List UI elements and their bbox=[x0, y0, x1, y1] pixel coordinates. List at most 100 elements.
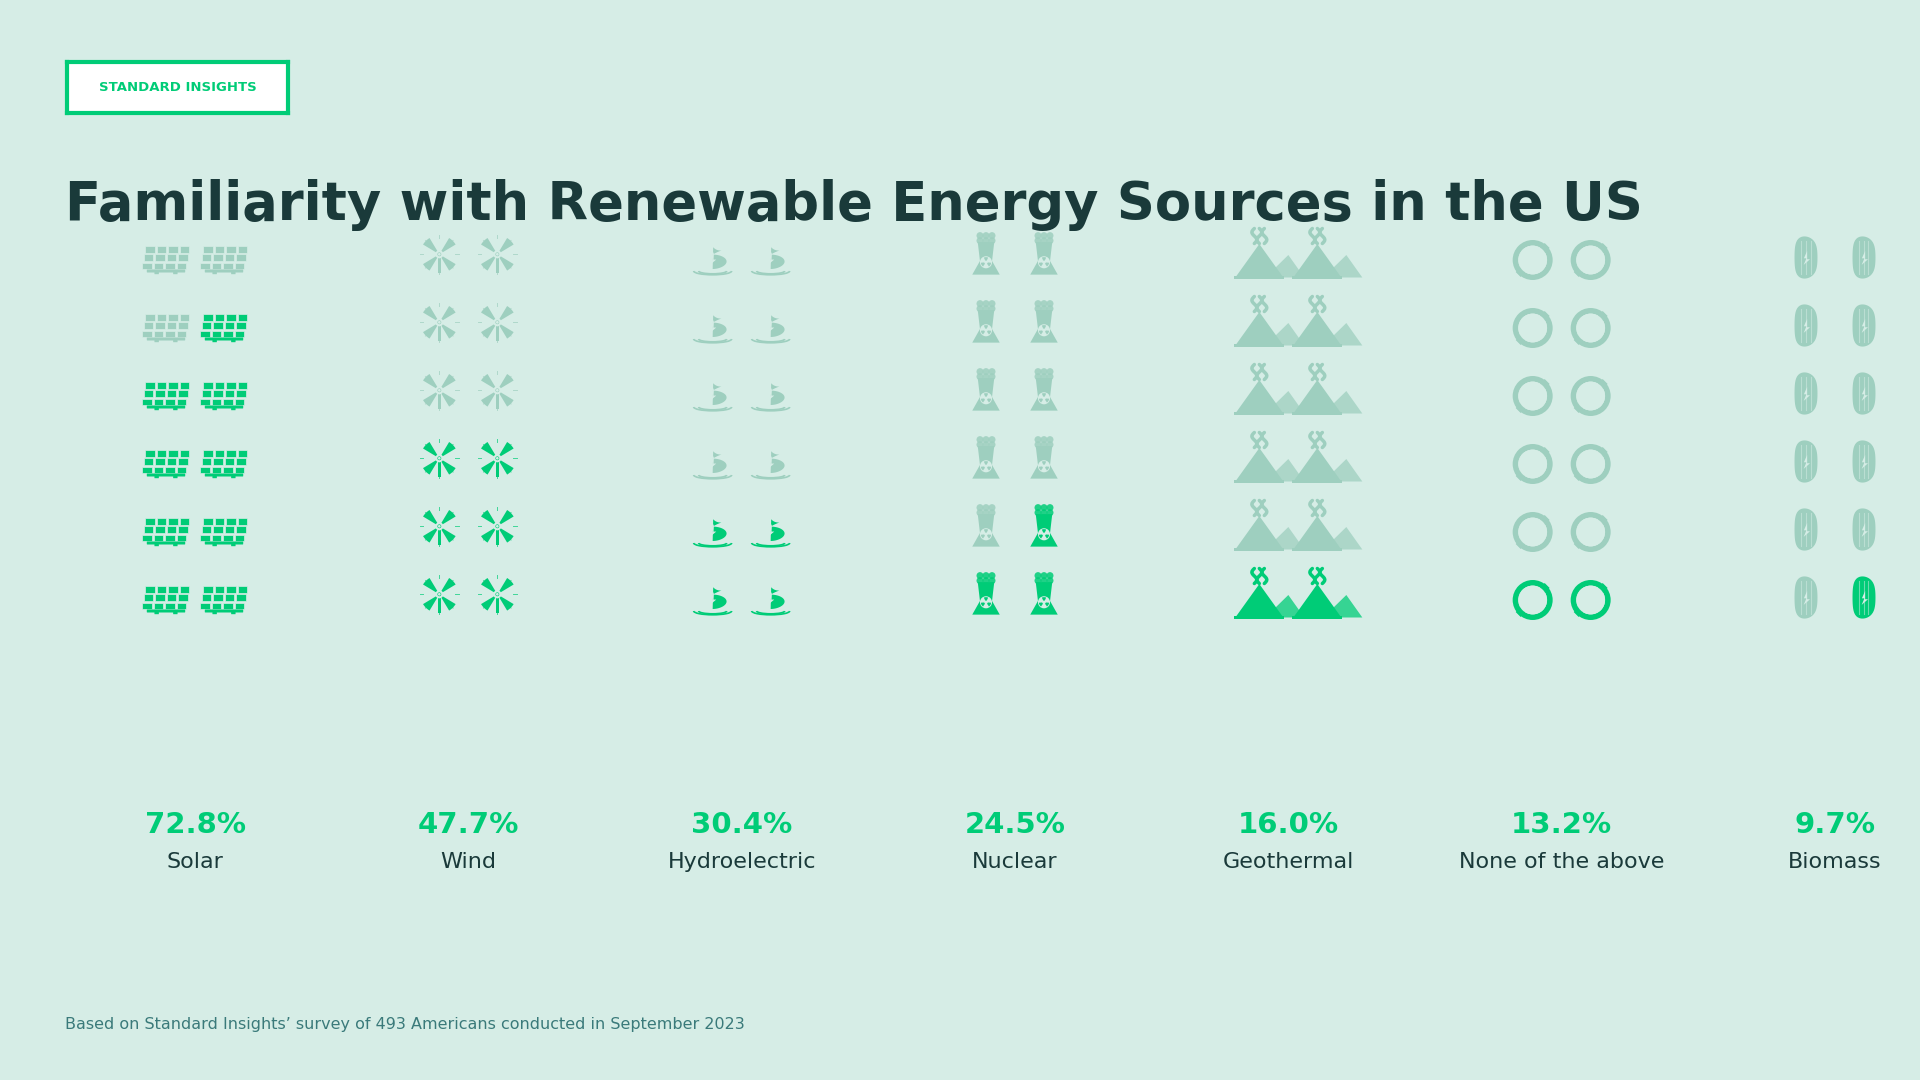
Polygon shape bbox=[211, 603, 221, 609]
Polygon shape bbox=[165, 535, 175, 541]
Text: 13.2%: 13.2% bbox=[1511, 811, 1613, 839]
Circle shape bbox=[989, 238, 995, 244]
Circle shape bbox=[977, 238, 983, 244]
Polygon shape bbox=[442, 256, 455, 271]
Polygon shape bbox=[482, 256, 495, 271]
FancyBboxPatch shape bbox=[146, 405, 184, 408]
Polygon shape bbox=[768, 524, 774, 537]
Text: 30.4%: 30.4% bbox=[691, 811, 793, 839]
Circle shape bbox=[977, 504, 983, 511]
Polygon shape bbox=[442, 578, 455, 593]
Circle shape bbox=[1041, 504, 1048, 511]
Polygon shape bbox=[202, 458, 211, 464]
FancyBboxPatch shape bbox=[1574, 515, 1607, 549]
Polygon shape bbox=[225, 526, 234, 532]
Polygon shape bbox=[768, 592, 774, 605]
Polygon shape bbox=[177, 399, 186, 405]
Circle shape bbox=[493, 524, 501, 529]
Polygon shape bbox=[165, 399, 175, 405]
Polygon shape bbox=[768, 388, 774, 401]
Polygon shape bbox=[482, 510, 495, 525]
Polygon shape bbox=[712, 519, 726, 541]
Polygon shape bbox=[1235, 244, 1283, 278]
FancyBboxPatch shape bbox=[1515, 583, 1549, 617]
Polygon shape bbox=[981, 262, 985, 267]
Polygon shape bbox=[1044, 399, 1048, 403]
Polygon shape bbox=[180, 382, 190, 389]
Circle shape bbox=[989, 232, 995, 239]
Circle shape bbox=[1043, 329, 1044, 332]
FancyBboxPatch shape bbox=[438, 458, 440, 477]
Polygon shape bbox=[712, 383, 726, 405]
Circle shape bbox=[1035, 504, 1041, 511]
Polygon shape bbox=[1795, 237, 1818, 279]
Circle shape bbox=[1041, 509, 1048, 516]
Circle shape bbox=[1035, 441, 1041, 448]
Polygon shape bbox=[167, 390, 177, 396]
FancyBboxPatch shape bbox=[495, 254, 499, 273]
FancyBboxPatch shape bbox=[1515, 447, 1549, 481]
FancyBboxPatch shape bbox=[173, 476, 177, 478]
Polygon shape bbox=[1031, 378, 1058, 410]
FancyBboxPatch shape bbox=[1515, 311, 1549, 345]
Circle shape bbox=[977, 373, 983, 380]
Polygon shape bbox=[223, 535, 232, 541]
Polygon shape bbox=[202, 254, 211, 260]
Polygon shape bbox=[442, 238, 455, 253]
Circle shape bbox=[1041, 300, 1048, 307]
Polygon shape bbox=[1803, 251, 1811, 265]
Polygon shape bbox=[499, 442, 515, 457]
Circle shape bbox=[1035, 306, 1041, 312]
Polygon shape bbox=[1265, 595, 1304, 618]
Circle shape bbox=[983, 373, 989, 380]
Polygon shape bbox=[180, 314, 190, 321]
Text: 24.5%: 24.5% bbox=[964, 811, 1066, 839]
Polygon shape bbox=[167, 458, 177, 464]
Circle shape bbox=[979, 596, 993, 608]
Circle shape bbox=[983, 232, 989, 239]
Circle shape bbox=[1519, 585, 1548, 615]
Circle shape bbox=[1571, 308, 1611, 348]
Circle shape bbox=[495, 593, 499, 596]
Polygon shape bbox=[142, 330, 152, 337]
Polygon shape bbox=[215, 246, 225, 253]
Circle shape bbox=[977, 509, 983, 516]
Polygon shape bbox=[177, 262, 186, 269]
Polygon shape bbox=[1044, 603, 1048, 607]
FancyBboxPatch shape bbox=[230, 611, 236, 615]
Text: None of the above: None of the above bbox=[1459, 852, 1665, 872]
Circle shape bbox=[1519, 245, 1548, 274]
Polygon shape bbox=[499, 256, 515, 271]
Polygon shape bbox=[1323, 527, 1363, 550]
Circle shape bbox=[977, 368, 983, 375]
Circle shape bbox=[1571, 580, 1611, 620]
Polygon shape bbox=[215, 382, 225, 389]
FancyBboxPatch shape bbox=[1515, 379, 1549, 413]
Circle shape bbox=[1041, 572, 1048, 579]
Polygon shape bbox=[234, 467, 244, 473]
Polygon shape bbox=[154, 603, 163, 609]
FancyBboxPatch shape bbox=[1292, 616, 1342, 619]
Circle shape bbox=[1043, 465, 1044, 468]
Circle shape bbox=[977, 577, 983, 584]
Polygon shape bbox=[236, 526, 246, 532]
Polygon shape bbox=[213, 322, 223, 328]
Polygon shape bbox=[1044, 330, 1048, 335]
Polygon shape bbox=[1862, 319, 1868, 333]
Polygon shape bbox=[422, 306, 438, 321]
Polygon shape bbox=[1039, 535, 1043, 539]
Polygon shape bbox=[499, 392, 515, 406]
Circle shape bbox=[493, 320, 501, 325]
Polygon shape bbox=[1043, 461, 1046, 464]
Polygon shape bbox=[180, 246, 190, 253]
Polygon shape bbox=[223, 399, 232, 405]
Circle shape bbox=[1041, 368, 1048, 375]
Polygon shape bbox=[215, 518, 225, 525]
Polygon shape bbox=[211, 262, 221, 269]
Polygon shape bbox=[215, 586, 225, 593]
FancyBboxPatch shape bbox=[1235, 345, 1284, 347]
Circle shape bbox=[495, 525, 499, 528]
Polygon shape bbox=[422, 596, 438, 610]
Text: 9.7%: 9.7% bbox=[1795, 811, 1876, 839]
FancyBboxPatch shape bbox=[205, 473, 244, 476]
